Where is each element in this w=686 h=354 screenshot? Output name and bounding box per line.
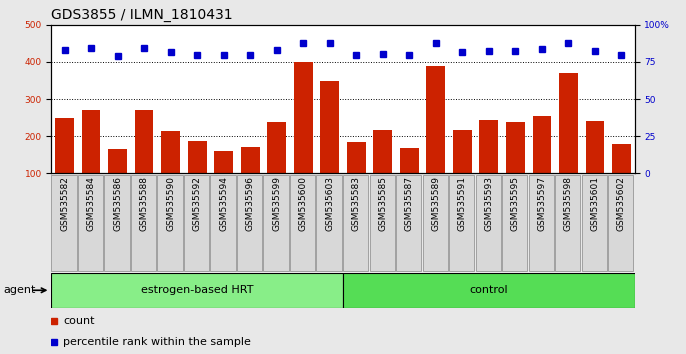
Text: GSM535593: GSM535593 xyxy=(484,176,493,232)
Bar xyxy=(559,73,578,173)
FancyBboxPatch shape xyxy=(555,176,580,270)
FancyBboxPatch shape xyxy=(608,176,633,270)
FancyBboxPatch shape xyxy=(502,176,528,270)
FancyBboxPatch shape xyxy=(370,176,395,270)
Bar xyxy=(320,81,339,173)
Text: GSM535600: GSM535600 xyxy=(298,176,308,232)
FancyBboxPatch shape xyxy=(475,176,501,270)
Text: GSM535603: GSM535603 xyxy=(325,176,334,232)
FancyBboxPatch shape xyxy=(237,176,263,270)
Text: GSM535597: GSM535597 xyxy=(537,176,546,232)
Bar xyxy=(161,131,180,173)
Bar xyxy=(506,122,525,173)
Bar xyxy=(56,119,74,173)
FancyBboxPatch shape xyxy=(449,176,475,270)
FancyBboxPatch shape xyxy=(290,176,316,270)
Text: GDS3855 / ILMN_1810431: GDS3855 / ILMN_1810431 xyxy=(51,8,233,22)
FancyBboxPatch shape xyxy=(104,176,130,270)
FancyBboxPatch shape xyxy=(131,176,156,270)
Text: GSM535588: GSM535588 xyxy=(140,176,149,232)
FancyBboxPatch shape xyxy=(343,176,368,270)
Bar xyxy=(294,62,313,173)
FancyBboxPatch shape xyxy=(51,176,77,270)
Text: count: count xyxy=(63,316,95,326)
Text: GSM535594: GSM535594 xyxy=(220,176,228,231)
FancyBboxPatch shape xyxy=(263,176,289,270)
Text: GSM535595: GSM535595 xyxy=(511,176,520,232)
Bar xyxy=(108,149,127,173)
Bar xyxy=(82,109,100,173)
FancyBboxPatch shape xyxy=(78,176,104,270)
Bar xyxy=(480,120,498,173)
Bar xyxy=(373,130,392,173)
FancyBboxPatch shape xyxy=(158,176,183,270)
Text: GSM535590: GSM535590 xyxy=(166,176,175,232)
Bar xyxy=(241,147,259,173)
FancyBboxPatch shape xyxy=(396,176,421,270)
Text: GSM535584: GSM535584 xyxy=(86,176,96,231)
Text: GSM535602: GSM535602 xyxy=(617,176,626,231)
Bar xyxy=(343,273,635,308)
Bar xyxy=(51,273,343,308)
Bar xyxy=(347,142,366,173)
Text: GSM535585: GSM535585 xyxy=(378,176,388,232)
Bar xyxy=(612,144,630,173)
FancyBboxPatch shape xyxy=(582,176,607,270)
FancyBboxPatch shape xyxy=(211,176,236,270)
Bar xyxy=(215,151,233,173)
Text: GSM535591: GSM535591 xyxy=(458,176,466,232)
Bar xyxy=(188,141,206,173)
Text: GSM535587: GSM535587 xyxy=(405,176,414,232)
Text: GSM535601: GSM535601 xyxy=(590,176,600,232)
Bar xyxy=(586,121,604,173)
Bar xyxy=(532,116,551,173)
Text: control: control xyxy=(469,285,508,295)
Text: GSM535583: GSM535583 xyxy=(352,176,361,232)
Text: GSM535592: GSM535592 xyxy=(193,176,202,231)
Bar xyxy=(135,109,154,173)
FancyBboxPatch shape xyxy=(423,176,448,270)
FancyBboxPatch shape xyxy=(528,176,554,270)
Bar xyxy=(400,148,418,173)
Text: GSM535596: GSM535596 xyxy=(246,176,255,232)
Text: percentile rank within the sample: percentile rank within the sample xyxy=(63,337,251,347)
Text: GSM535582: GSM535582 xyxy=(60,176,69,231)
Text: agent: agent xyxy=(3,285,36,295)
Text: GSM535598: GSM535598 xyxy=(564,176,573,232)
Text: GSM535586: GSM535586 xyxy=(113,176,122,232)
FancyBboxPatch shape xyxy=(184,176,209,270)
Bar xyxy=(427,67,445,173)
Text: GSM535599: GSM535599 xyxy=(272,176,281,232)
Bar xyxy=(268,122,286,173)
Text: estrogen-based HRT: estrogen-based HRT xyxy=(141,285,253,295)
Text: GSM535589: GSM535589 xyxy=(431,176,440,232)
Bar xyxy=(453,130,471,173)
FancyBboxPatch shape xyxy=(316,176,342,270)
